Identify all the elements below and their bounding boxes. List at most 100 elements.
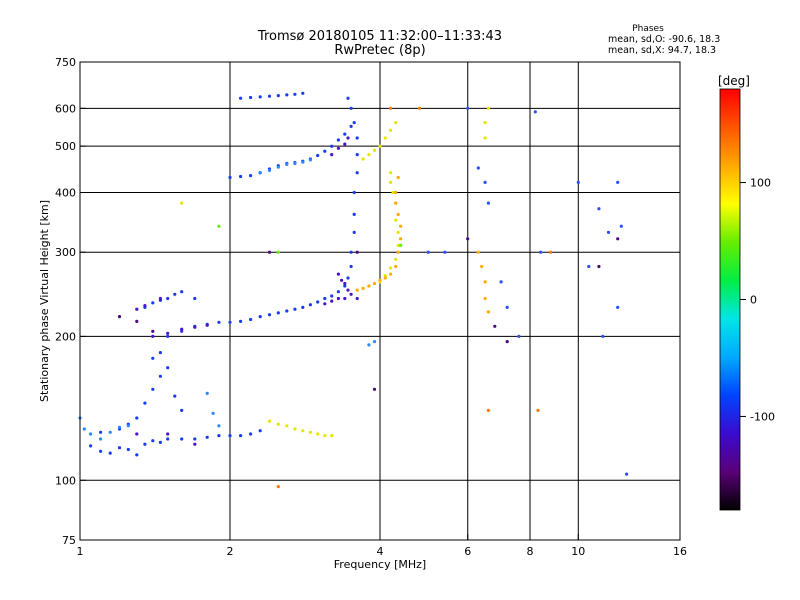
data-point	[193, 296, 197, 301]
data-point	[158, 351, 162, 355]
data-point	[417, 106, 422, 110]
x-tick-label: 6	[464, 545, 471, 558]
data-point	[587, 264, 591, 269]
data-point	[258, 429, 262, 433]
data-point	[228, 434, 232, 438]
data-point	[166, 334, 170, 338]
data-point	[616, 305, 620, 309]
data-point	[372, 387, 377, 391]
data-point	[117, 315, 122, 319]
data-point	[99, 437, 103, 441]
colorbar-tick-label: 0	[750, 294, 757, 307]
data-point	[576, 180, 580, 184]
data-point	[533, 110, 537, 114]
data-point	[151, 439, 155, 443]
data-point	[349, 250, 353, 254]
data-point	[352, 212, 356, 216]
data-point	[539, 250, 543, 254]
data-point	[308, 303, 312, 307]
data-point	[276, 94, 280, 98]
data-point	[108, 451, 112, 455]
data-point	[126, 447, 130, 452]
data-point	[606, 230, 611, 234]
data-point	[476, 250, 480, 254]
x-tick-label: 16	[673, 545, 687, 558]
data-point	[258, 315, 262, 319]
data-point	[135, 453, 139, 457]
data-points	[78, 91, 629, 489]
grid-lines	[80, 62, 680, 540]
data-point	[143, 401, 147, 405]
y-tick-label: 200	[55, 330, 76, 343]
data-point	[180, 408, 184, 412]
data-point	[301, 91, 305, 95]
data-point	[217, 224, 221, 228]
data-point	[316, 153, 320, 158]
data-point	[330, 434, 334, 438]
data-point	[597, 264, 601, 269]
data-point	[480, 264, 484, 269]
data-point	[239, 434, 243, 438]
data-point	[352, 190, 356, 195]
data-point	[276, 422, 280, 426]
data-point	[443, 250, 447, 254]
data-point	[396, 212, 400, 216]
data-point	[361, 157, 365, 161]
data-point	[158, 296, 162, 301]
data-point	[89, 432, 93, 436]
data-point	[330, 299, 334, 303]
y-tick-label: 500	[55, 140, 76, 153]
x-tick-label: 2	[227, 545, 234, 558]
data-point	[285, 309, 289, 313]
data-point	[389, 171, 393, 175]
data-point	[355, 171, 359, 175]
x-tick-label: 10	[571, 545, 585, 558]
data-point	[343, 296, 347, 301]
data-point	[476, 166, 480, 170]
data-point	[151, 301, 155, 305]
data-point	[383, 274, 387, 278]
data-point	[193, 442, 197, 446]
data-point	[616, 237, 620, 241]
data-point	[285, 424, 289, 428]
data-point	[399, 243, 403, 247]
data-point	[346, 96, 350, 100]
data-point	[349, 264, 353, 269]
data-point	[391, 190, 395, 195]
data-point	[249, 432, 253, 436]
y-tick-label: 600	[55, 102, 76, 115]
data-point	[349, 292, 353, 296]
data-point	[211, 411, 215, 415]
data-point	[180, 290, 184, 294]
data-point	[316, 432, 320, 436]
data-point	[323, 302, 327, 306]
data-point	[466, 106, 470, 110]
data-point	[367, 153, 371, 157]
data-point	[336, 138, 340, 142]
data-point	[151, 329, 155, 333]
data-point	[330, 153, 334, 157]
data-point	[466, 237, 470, 241]
data-point	[99, 430, 103, 434]
data-point	[143, 304, 147, 308]
data-point	[336, 272, 340, 276]
data-point	[293, 427, 297, 431]
data-point	[228, 175, 232, 180]
data-point	[389, 106, 393, 110]
data-point	[276, 485, 280, 489]
data-point	[426, 250, 430, 254]
y-tick-label: 300	[55, 246, 76, 259]
data-point	[249, 317, 253, 322]
data-point	[217, 320, 221, 324]
data-point	[355, 153, 359, 157]
data-point	[346, 288, 350, 292]
y-tick-label: 750	[55, 56, 76, 69]
data-point	[486, 310, 490, 314]
colorbar	[719, 88, 741, 511]
data-point	[193, 325, 197, 329]
data-point	[151, 356, 155, 360]
data-point	[267, 94, 272, 98]
data-point	[394, 121, 398, 125]
data-point	[394, 257, 398, 261]
data-point	[293, 307, 297, 311]
